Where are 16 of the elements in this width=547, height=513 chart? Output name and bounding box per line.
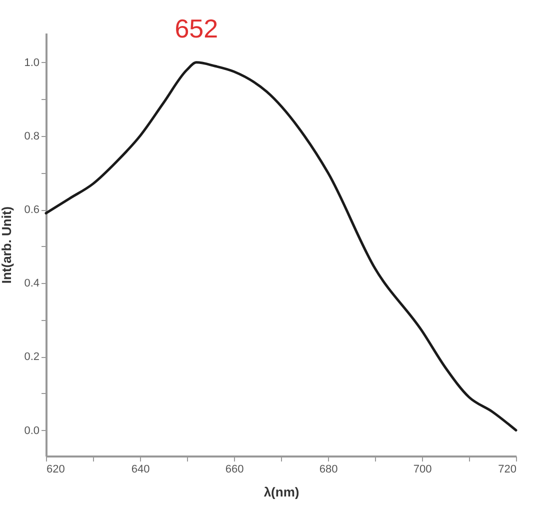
y-tick-label: 0.8 xyxy=(24,130,40,142)
x-tick-label: 660 xyxy=(225,464,244,476)
y-tick-label: 0.0 xyxy=(24,424,40,437)
y-tick-label: 0.2 xyxy=(24,351,40,364)
line-series xyxy=(44,61,518,432)
x-tick-label: 720 xyxy=(498,464,516,476)
y-axis-title: Int(arb. Unit) xyxy=(0,206,14,284)
y-tick-label: 1.0 xyxy=(24,56,40,69)
x-tick-label: 640 xyxy=(131,464,150,476)
x-tick-label: 680 xyxy=(319,464,338,476)
x-axis-title: λ(nm) xyxy=(264,484,300,500)
x-tick-label: 700 xyxy=(413,464,432,476)
x-tick-label: 620 xyxy=(46,464,65,476)
y-tick-label: 0.6 xyxy=(24,204,40,216)
annotation: 652 xyxy=(174,13,218,44)
y-tick-label: 0.4 xyxy=(24,278,40,290)
